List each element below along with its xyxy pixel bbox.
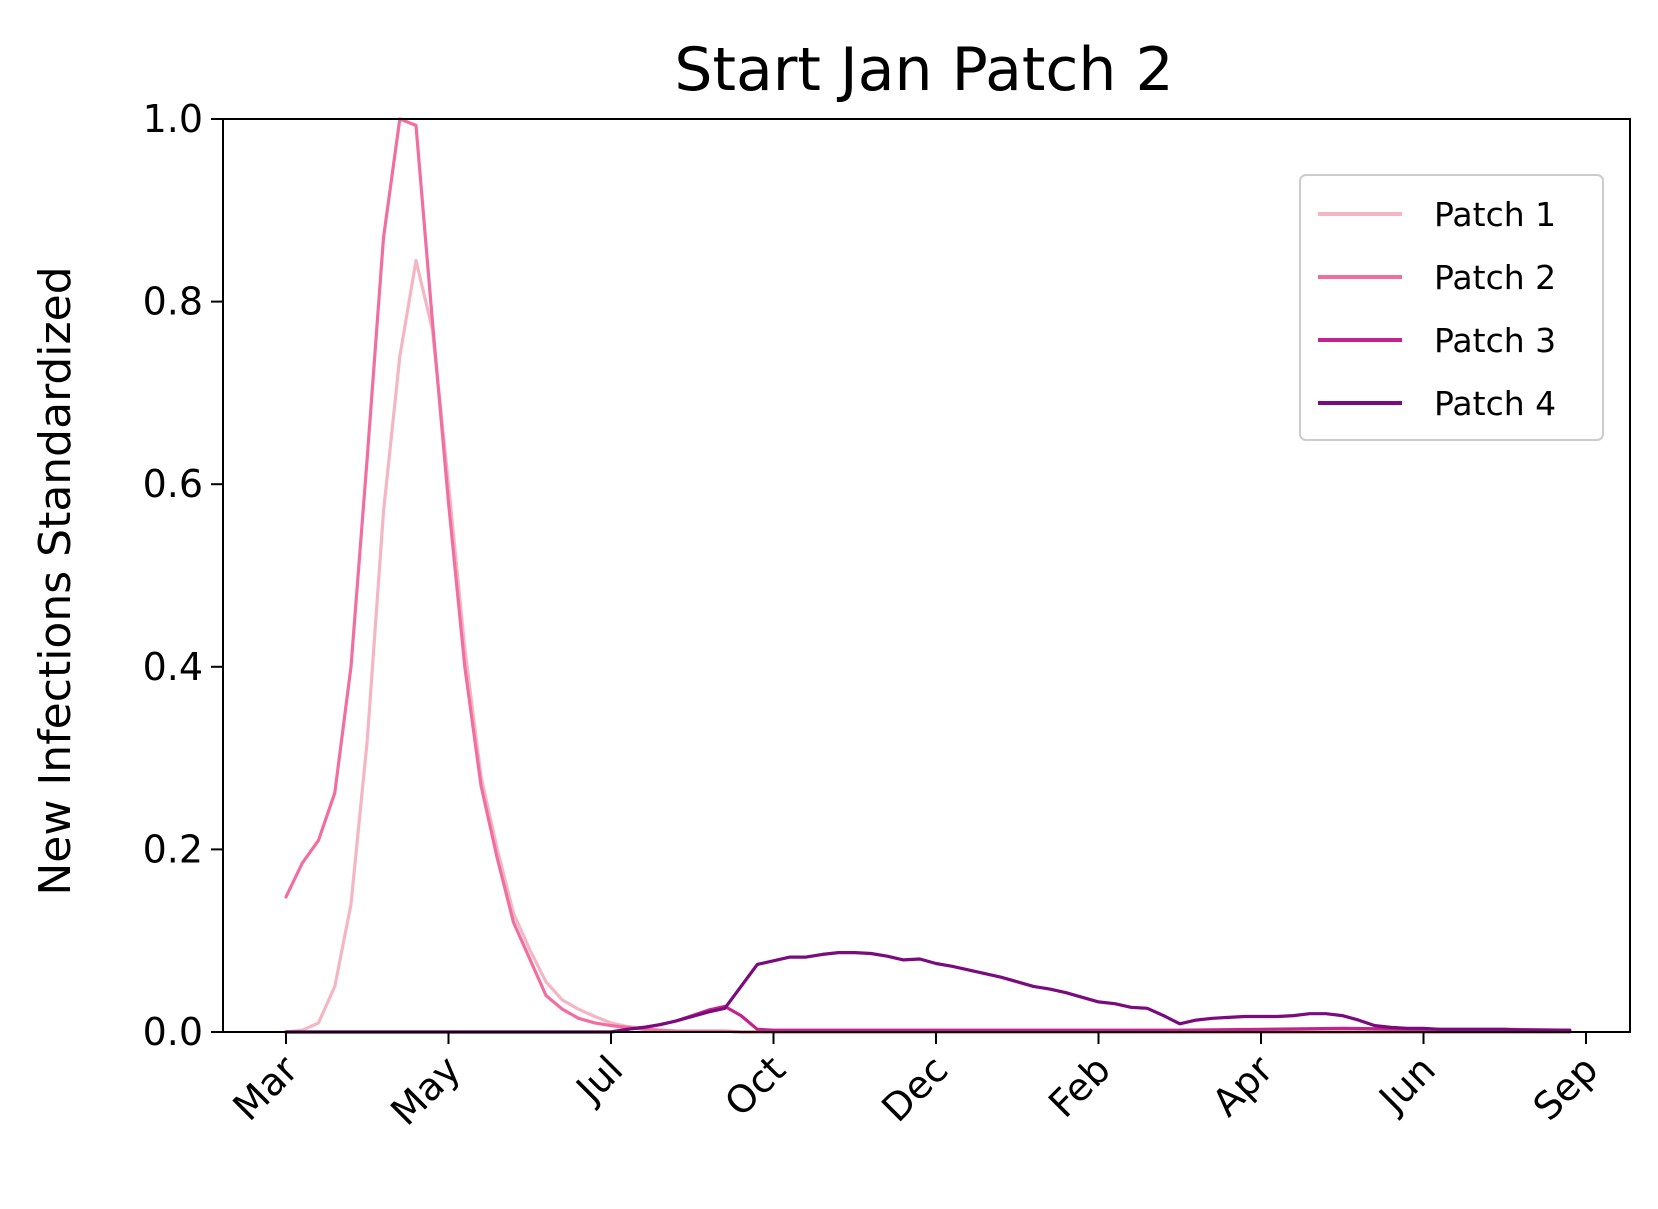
legend-label: Patch 4 — [1434, 384, 1556, 423]
legend-label: Patch 2 — [1434, 258, 1556, 297]
y-tick-label: 0.0 — [143, 1010, 203, 1054]
y-tick-label: 0.8 — [143, 280, 203, 324]
y-tick-label: 0.6 — [143, 462, 203, 506]
y-tick-label: 0.2 — [143, 827, 203, 871]
y-axis-label: New Infections Standardized — [30, 266, 81, 895]
legend-label: Patch 1 — [1434, 195, 1556, 234]
y-tick-label: 0.4 — [143, 645, 203, 689]
legend: Patch 1 Patch 2 Patch 3 Patch 4 — [1299, 174, 1604, 441]
y-tick-label: 1.0 — [143, 97, 203, 141]
plot-area-frame — [222, 118, 1631, 1033]
legend-box — [1299, 174, 1604, 441]
series-line-patch-4 — [284, 950, 1572, 1034]
chart-title: Start Jan Patch 2 — [674, 35, 1173, 105]
legend-label: Patch 3 — [1434, 321, 1556, 360]
